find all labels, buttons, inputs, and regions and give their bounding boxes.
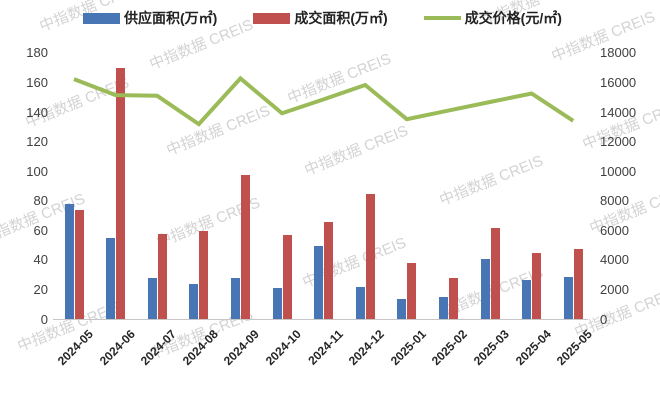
- left-axis-tick: 120: [26, 134, 48, 150]
- transaction-price-swatch-icon: [423, 16, 461, 20]
- left-axis-tick: 60: [33, 222, 48, 238]
- transaction-area-bar-2025-02: [448, 278, 458, 320]
- supply-area-bar-2025-03: [480, 258, 490, 320]
- right-axis-tick: 16000: [600, 74, 637, 90]
- left-axis-tick: 160: [26, 74, 48, 90]
- transaction-area-bar-2024-10: [282, 235, 292, 320]
- right-axis-tick: 4000: [600, 252, 629, 268]
- transaction-area-bar-2024-08: [199, 230, 209, 320]
- transaction-area-bar-2025-01: [407, 263, 417, 320]
- supply-area-bar-2024-06: [106, 238, 116, 320]
- x-axis-line: [53, 319, 588, 320]
- legend-label-transaction-price: 成交价格(元/㎡): [464, 10, 562, 26]
- right-axis-tick: 0: [600, 311, 608, 327]
- right-axis-tick: 6000: [600, 222, 629, 238]
- right-axis-tick: 2000: [600, 281, 629, 297]
- supply-area-bar-2025-01: [397, 298, 407, 320]
- right-axis-tick: 8000: [600, 193, 629, 209]
- left-axis-tick: 80: [33, 193, 48, 209]
- legend-item-transaction-price: 成交价格(元/㎡): [423, 8, 562, 28]
- transaction-area-bar-2025-04: [532, 252, 542, 320]
- right-axis-tick: 12000: [600, 134, 637, 150]
- legend-item-supply-area: 供应面积(万㎡): [83, 8, 217, 28]
- left-axis-tick: 180: [26, 45, 48, 61]
- transaction-area-bar-2024-05: [74, 210, 84, 320]
- transaction-area-bar-2025-03: [490, 227, 500, 320]
- left-axis-tick: 0: [40, 311, 48, 327]
- transaction-area-bar-2024-09: [240, 174, 250, 320]
- left-axis-tick: 100: [26, 163, 48, 179]
- transaction-area-bar-2024-06: [116, 68, 126, 320]
- supply-area-bar-2025-02: [438, 297, 448, 320]
- supply-area-bar-2024-08: [189, 284, 199, 320]
- right-axis-tick: 14000: [600, 104, 637, 120]
- supply-area-bar-2024-05: [64, 204, 74, 320]
- transaction-area-bar-2024-11: [324, 221, 334, 320]
- transaction-area-bar-2024-07: [157, 233, 167, 320]
- transaction-area-swatch-icon: [253, 12, 291, 24]
- supply-area-bar-2025-04: [522, 279, 532, 320]
- left-axis-tick: 40: [33, 252, 48, 268]
- supply-area-bar-2024-07: [147, 278, 157, 320]
- supply-area-swatch-icon: [83, 12, 120, 24]
- right-axis-tick: 18000: [600, 45, 637, 61]
- legend-label-transaction-area: 成交面积(万㎡): [294, 10, 388, 26]
- left-axis-tick: 140: [26, 104, 48, 120]
- chart-legend: 供应面积(万㎡) 成交面积(万㎡) 成交价格(元/㎡): [83, 8, 562, 28]
- supply-area-bar-2024-12: [355, 286, 365, 320]
- left-axis-tick: 20: [33, 281, 48, 297]
- supply-area-bar-2024-10: [272, 288, 282, 320]
- supply-area-bar-2024-09: [230, 278, 240, 320]
- legend-item-transaction-area: 成交面积(万㎡): [253, 8, 388, 28]
- supply-area-bar-2025-05: [563, 276, 573, 320]
- transaction-area-bar-2024-12: [365, 193, 375, 320]
- right-axis-tick: 10000: [600, 163, 637, 179]
- supply-area-bar-2024-11: [314, 245, 324, 320]
- transaction-area-bar-2025-05: [573, 248, 583, 320]
- legend-label-supply-area: 供应面积(万㎡): [124, 10, 218, 26]
- transaction-price-line: [73, 75, 575, 127]
